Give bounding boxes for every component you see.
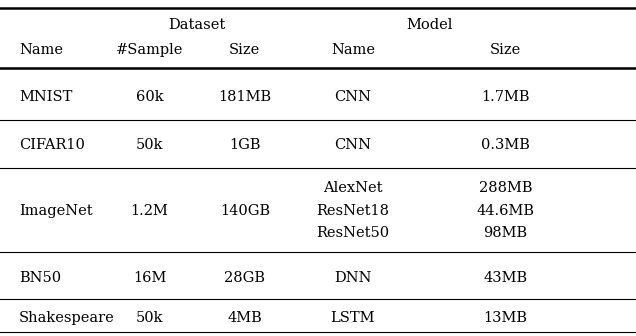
Text: 1GB: 1GB	[229, 138, 261, 152]
Text: CNN: CNN	[335, 138, 371, 152]
Text: 98MB: 98MB	[483, 225, 528, 240]
Text: 50k: 50k	[135, 138, 163, 152]
Text: 60k: 60k	[135, 90, 163, 104]
Text: 28GB: 28GB	[225, 271, 265, 285]
Text: 1.7MB: 1.7MB	[481, 90, 530, 104]
Text: 44.6MB: 44.6MB	[476, 204, 535, 218]
Text: 4MB: 4MB	[228, 311, 262, 325]
Text: CIFAR10: CIFAR10	[19, 138, 85, 152]
Text: 0.3MB: 0.3MB	[481, 138, 530, 152]
Text: 43MB: 43MB	[483, 271, 528, 285]
Text: BN50: BN50	[19, 271, 61, 285]
Text: 1.2M: 1.2M	[130, 204, 169, 218]
Text: Size: Size	[229, 43, 261, 57]
Text: ResNet50: ResNet50	[317, 225, 389, 240]
Text: 13MB: 13MB	[483, 311, 528, 325]
Text: Name: Name	[331, 43, 375, 57]
Text: 181MB: 181MB	[218, 90, 272, 104]
Text: Size: Size	[490, 43, 522, 57]
Text: MNIST: MNIST	[19, 90, 73, 104]
Text: Model: Model	[406, 18, 452, 32]
Text: Shakespeare: Shakespeare	[19, 311, 115, 325]
Text: ImageNet: ImageNet	[19, 204, 93, 218]
Text: LSTM: LSTM	[331, 311, 375, 325]
Text: 50k: 50k	[135, 311, 163, 325]
Text: ResNet18: ResNet18	[317, 204, 389, 218]
Text: Dataset: Dataset	[169, 18, 226, 32]
Text: AlexNet: AlexNet	[323, 181, 383, 195]
Text: CNN: CNN	[335, 90, 371, 104]
Text: Name: Name	[19, 43, 63, 57]
Text: 140GB: 140GB	[220, 204, 270, 218]
Text: 288MB: 288MB	[479, 181, 532, 195]
Text: 16M: 16M	[133, 271, 166, 285]
Text: DNN: DNN	[335, 271, 371, 285]
Text: #Sample: #Sample	[116, 43, 183, 57]
